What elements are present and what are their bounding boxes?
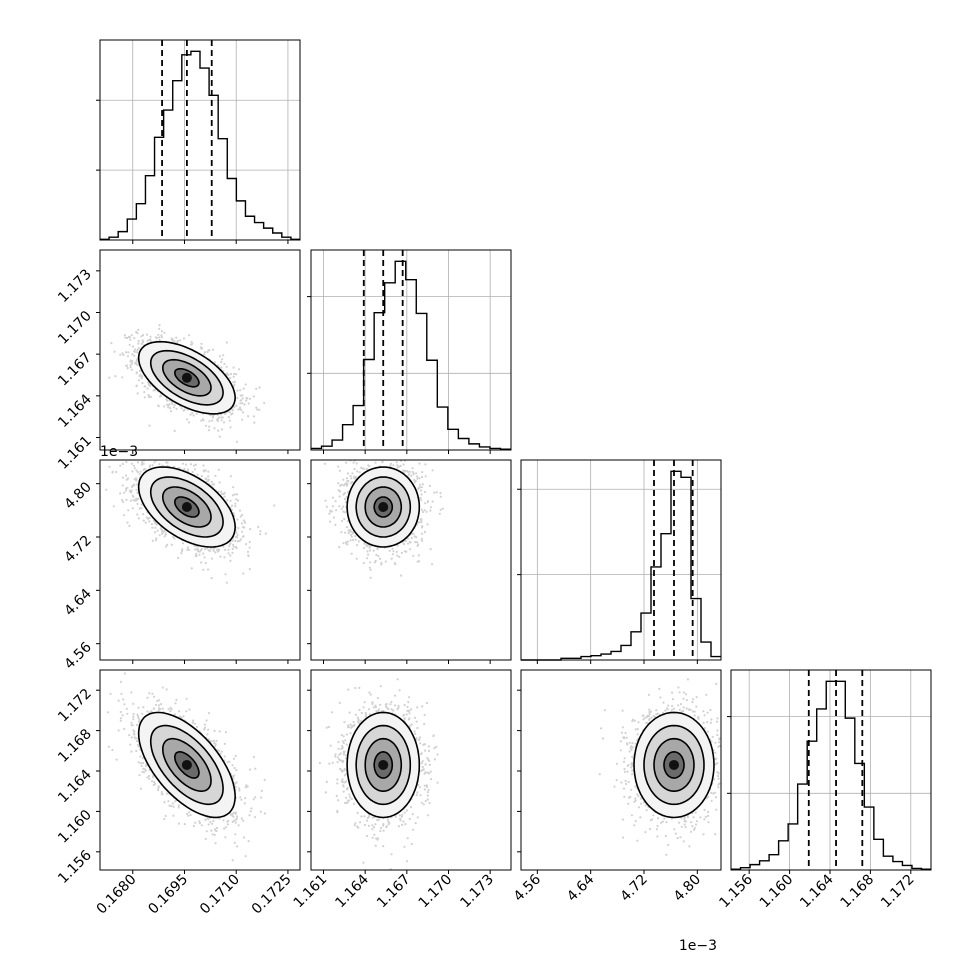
contour-line [173, 496, 200, 518]
density-peak [181, 759, 192, 770]
histogram-panel-2 [517, 459, 722, 664]
contour-line [137, 711, 237, 819]
contour-line [149, 349, 224, 406]
density-peak [669, 759, 679, 770]
y-tick-label: 1.164 [55, 766, 95, 806]
scatter-panel-3-2 [517, 669, 722, 874]
x-tick-label: 0.1695 [145, 872, 191, 918]
y-tick-label: 1.167 [55, 350, 95, 390]
contour-line [161, 358, 212, 397]
contour-line [373, 750, 394, 779]
histogram-panel-1 [307, 249, 512, 454]
contour-line [346, 711, 421, 819]
x-tick-label: 0.1680 [94, 872, 140, 918]
contour-line [633, 711, 715, 819]
contour-line [161, 486, 212, 528]
panel-content [598, 678, 721, 856]
y-tick-label: 1.160 [55, 807, 95, 847]
scatter-panel-2-1 [307, 459, 512, 664]
x-tick-label: 1.170 [416, 872, 456, 912]
y-tick-label: 4.72 [61, 533, 94, 566]
contour-line [161, 737, 212, 792]
y-tick-label: 1.173 [55, 266, 95, 306]
contour-line [663, 750, 685, 779]
x-tick-label: 1.172 [878, 872, 918, 912]
scatter-panel-3-1 [307, 669, 512, 874]
y-tick-label: 4.64 [61, 586, 94, 619]
y-tick-label: 1.170 [55, 308, 95, 348]
x-tick-label: 1.168 [838, 872, 878, 912]
panel-content [318, 678, 439, 870]
x-tick-label: 1.164 [332, 871, 372, 911]
axes-frame [310, 249, 512, 451]
panel-content [100, 460, 276, 584]
contour-line [355, 724, 412, 806]
x-tick-label: 1.173 [457, 872, 497, 912]
axes-frame [99, 39, 301, 241]
contour-line [173, 368, 200, 388]
y-tick-label: 1.164 [55, 391, 95, 431]
contour-line [149, 724, 224, 806]
histogram-step [521, 470, 721, 661]
axes-frame [730, 669, 932, 871]
scatter-panel-3-0 [96, 669, 301, 874]
axes-frame [520, 459, 722, 661]
contour-line [137, 340, 237, 415]
x-tick-label: 0.1710 [197, 872, 243, 918]
x-tick-label: 4.80 [671, 872, 704, 905]
contour-line [355, 476, 412, 538]
histogram-step [731, 680, 931, 870]
axes-frame [99, 459, 301, 661]
x-tick-label: 1.161 [291, 872, 331, 912]
contour-line [137, 466, 237, 548]
y-tick-label: 1.172 [55, 686, 95, 726]
contour-line [346, 466, 421, 548]
y-tick-label: 1.161 [55, 433, 95, 473]
x-tick-label: 1.164 [797, 871, 837, 911]
contour-line [643, 724, 705, 806]
scatter-panel-2-0 [96, 459, 301, 664]
density-peak [181, 502, 192, 512]
y-tick-label: 4.56 [61, 639, 94, 672]
histogram-step [100, 50, 300, 241]
x-tick-label: 1.167 [374, 872, 414, 912]
contour-line [364, 737, 403, 793]
y-tick-label: 1.156 [55, 847, 95, 887]
axes-frame [520, 669, 722, 871]
y-tick-label: 1.168 [55, 726, 95, 766]
x-tick-label: 4.64 [564, 871, 597, 904]
x-tick-label: 4.56 [511, 871, 544, 904]
scatter-panel-1-0 [96, 249, 301, 454]
axes-frame [310, 459, 512, 661]
axes-frame [99, 249, 301, 451]
histogram-panel-3 [727, 669, 932, 874]
axes-frame [99, 669, 301, 871]
x-tick-label: 1.160 [757, 872, 797, 912]
density-peak [378, 502, 389, 512]
y-offset-label: 1e−3 [100, 444, 138, 460]
contour-line [653, 737, 695, 793]
panel-content [107, 672, 267, 862]
contour-line [149, 476, 224, 538]
histogram-step [311, 260, 511, 450]
panel-content [108, 324, 266, 443]
y-tick-label: 4.80 [61, 479, 94, 512]
histogram-panel-0 [96, 39, 301, 244]
axes-frame [310, 669, 512, 871]
density-peak [378, 759, 389, 770]
density-peak [181, 372, 192, 383]
contour-line [373, 496, 394, 518]
x-tick-label: 4.72 [617, 872, 650, 905]
panel-content [323, 460, 444, 579]
x-tick-label: 0.1725 [249, 872, 295, 918]
x-offset-label: 1e−3 [679, 938, 717, 954]
contour-line [364, 486, 403, 528]
contour-line [173, 751, 200, 779]
x-tick-label: 1.156 [716, 871, 756, 911]
